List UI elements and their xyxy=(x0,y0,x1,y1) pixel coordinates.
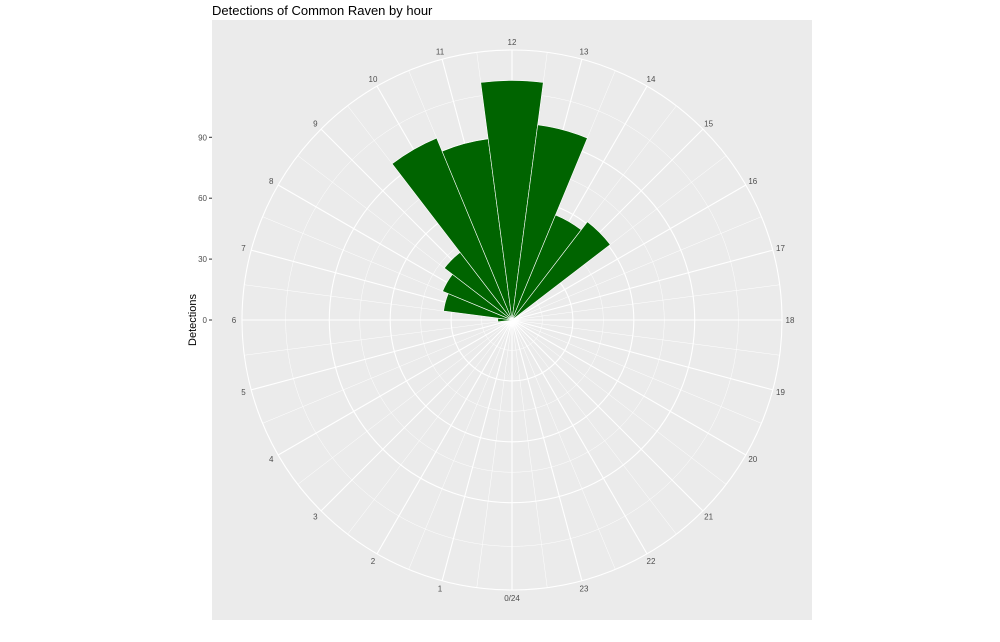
hour-label: 11 xyxy=(436,48,445,57)
hour-label: 13 xyxy=(580,48,589,57)
bar-hour-10 xyxy=(391,137,513,321)
hour-label: 22 xyxy=(647,557,656,566)
minor-gridline xyxy=(347,319,513,535)
hour-label: 23 xyxy=(580,585,589,594)
hour-label: 7 xyxy=(241,244,246,253)
major-gridline xyxy=(511,184,747,321)
hour-label: 16 xyxy=(748,177,757,186)
chart-title: Detections of Common Raven by hour xyxy=(212,3,433,18)
major-gridline xyxy=(441,319,513,581)
hour-label: 9 xyxy=(313,119,318,128)
hour-label: 19 xyxy=(776,388,785,397)
hour-label: 15 xyxy=(704,119,713,128)
minor-gridline xyxy=(511,319,727,485)
bar-hour-12 xyxy=(480,80,544,321)
y-tick-label: 60 xyxy=(198,194,207,203)
major-gridline xyxy=(511,319,747,456)
major-gridline xyxy=(251,319,513,391)
major-gridline xyxy=(511,319,648,555)
minor-gridline xyxy=(297,319,513,485)
minor-gridline xyxy=(476,319,513,588)
major-gridline xyxy=(277,319,513,456)
minor-gridline xyxy=(511,284,780,321)
major-gridline xyxy=(511,319,704,512)
hour-label: 14 xyxy=(647,75,656,84)
minor-gridline xyxy=(408,319,513,570)
hour-label: 18 xyxy=(786,316,795,325)
hour-label: 2 xyxy=(371,557,376,566)
y-axis: 0 30 60 90 xyxy=(198,133,212,325)
hour-label: 8 xyxy=(269,177,274,186)
hour-label: 3 xyxy=(313,513,318,522)
minor-gridline xyxy=(511,216,762,321)
minor-gridline xyxy=(244,319,513,356)
hour-label: 10 xyxy=(369,75,378,84)
bar-hour-15 xyxy=(511,221,611,321)
hour-label: 12 xyxy=(508,38,517,47)
y-tick-label: 30 xyxy=(198,255,207,264)
major-gridline xyxy=(511,319,583,581)
major-gridline xyxy=(376,319,513,555)
minor-gridline xyxy=(511,319,762,424)
major-gridline xyxy=(511,249,773,321)
minor-gridline xyxy=(511,319,548,588)
hour-label: 4 xyxy=(269,455,274,464)
minor-gridline xyxy=(511,319,677,535)
y-axis-label: Detections xyxy=(187,294,199,346)
minor-gridline xyxy=(511,319,780,356)
major-gridline xyxy=(320,319,513,512)
hour-label: 0/24 xyxy=(504,594,520,603)
hour-label: 6 xyxy=(232,316,237,325)
hour-label: 1 xyxy=(438,585,443,594)
hour-label: 20 xyxy=(748,455,757,464)
minor-gridline xyxy=(511,319,616,570)
hour-label: 5 xyxy=(241,388,246,397)
hour-labels: 0/24123456789101112131415161718192021222… xyxy=(232,38,795,603)
hour-label: 17 xyxy=(776,244,785,253)
bar-hour-13 xyxy=(511,124,588,321)
hour-label: 21 xyxy=(704,513,713,522)
major-gridline xyxy=(511,319,773,391)
bar-layer xyxy=(391,80,611,323)
minor-gridline xyxy=(262,319,513,424)
y-tick-label: 0 xyxy=(203,316,208,325)
ring-gridline xyxy=(241,49,783,591)
y-tick-label: 90 xyxy=(198,133,207,142)
